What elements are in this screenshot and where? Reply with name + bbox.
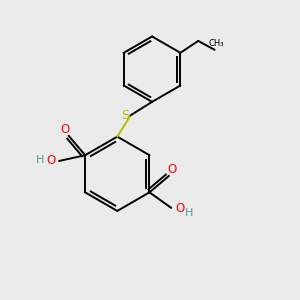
Text: O: O <box>175 202 184 215</box>
Text: O: O <box>167 163 176 176</box>
Text: O: O <box>46 154 55 167</box>
Text: H: H <box>185 208 193 218</box>
Text: H: H <box>35 155 44 165</box>
Text: CH₃: CH₃ <box>208 39 224 48</box>
Text: S: S <box>121 109 129 122</box>
Text: O: O <box>61 124 70 136</box>
